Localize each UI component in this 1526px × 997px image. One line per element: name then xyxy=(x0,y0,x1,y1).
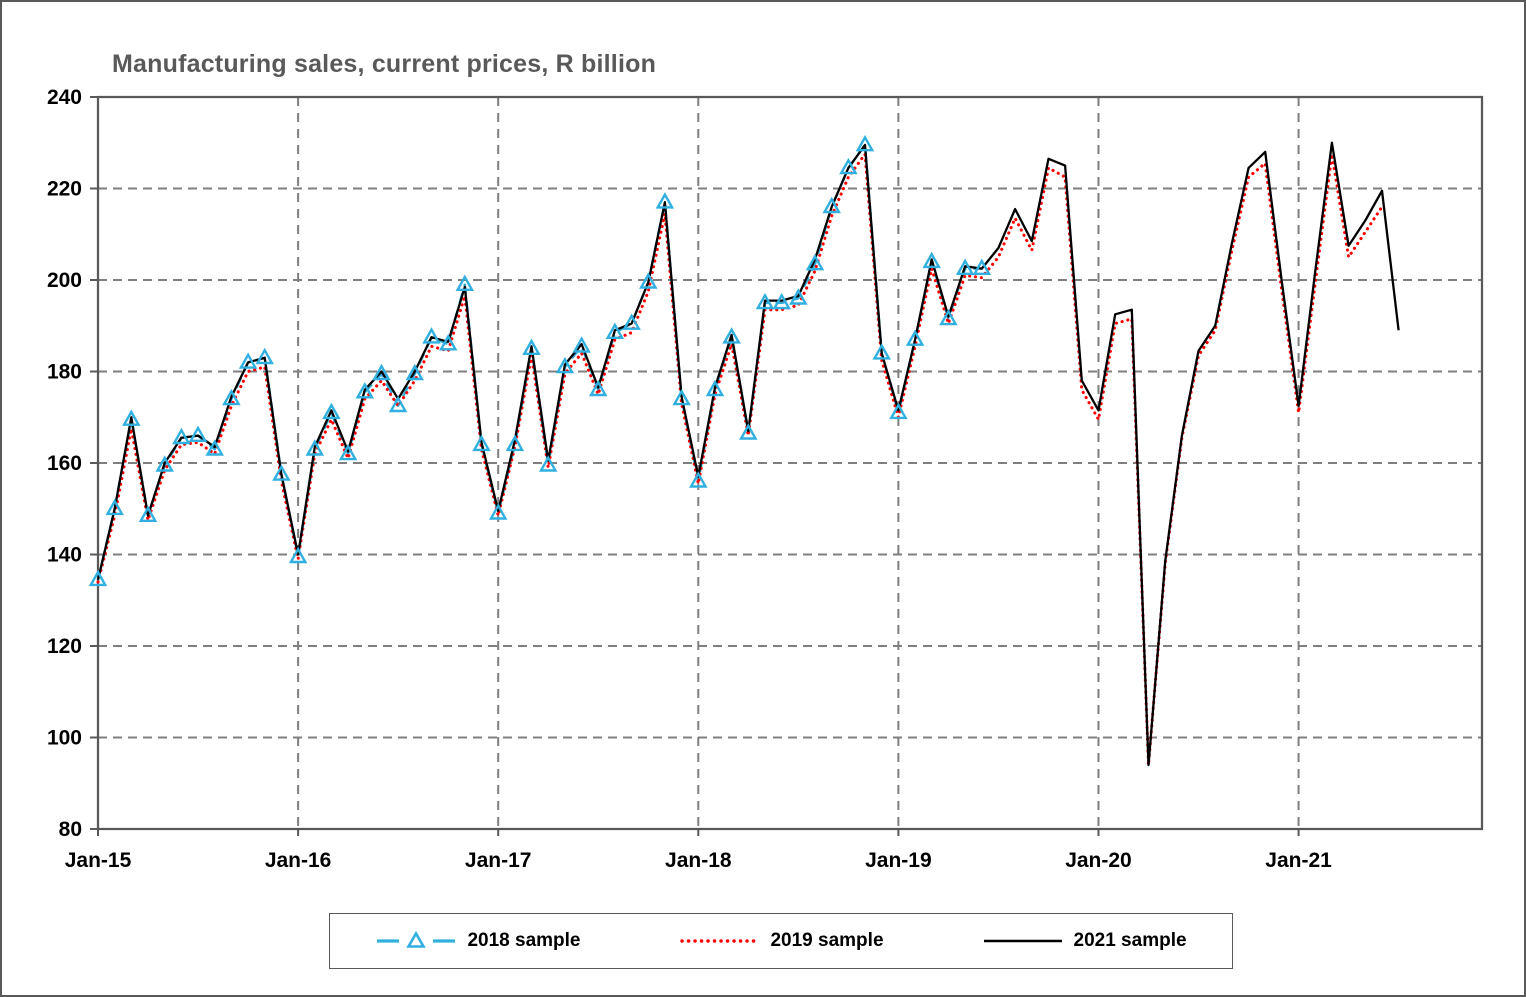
triangle-marker xyxy=(889,402,908,420)
triangle-marker xyxy=(88,569,108,587)
y-tick-label: 240 xyxy=(47,86,82,109)
triangle-marker xyxy=(238,352,258,369)
triangle-marker xyxy=(689,471,708,488)
triangle-marker xyxy=(505,434,525,452)
triangle-marker xyxy=(222,388,241,406)
legend-label: 2021 sample xyxy=(1073,930,1187,951)
x-tick-label: Jan-19 xyxy=(865,849,932,872)
triangle-marker xyxy=(905,329,925,346)
triangle-marker xyxy=(655,192,675,209)
x-tick-label: Jan-17 xyxy=(465,849,532,872)
triangle-marker xyxy=(288,546,308,564)
x-tick-label: Jan-21 xyxy=(1265,849,1332,872)
legend-swatch-solid xyxy=(983,939,1062,943)
triangle-marker xyxy=(939,308,958,326)
triangle-marker xyxy=(388,395,408,413)
series-2018-sample-markers xyxy=(88,134,992,587)
y-tick-label: 220 xyxy=(47,178,82,201)
x-tick-label: Jan-16 xyxy=(265,849,332,872)
triangle-marker xyxy=(305,439,325,456)
triangle-marker xyxy=(822,196,841,214)
triangle-marker xyxy=(488,503,508,520)
x-tick-label: Jan-15 xyxy=(65,849,132,872)
triangle-marker xyxy=(105,498,124,516)
triangle-marker xyxy=(772,292,791,310)
triangle-marker xyxy=(572,336,591,353)
triangle-marker xyxy=(805,253,825,271)
triangle-marker xyxy=(588,379,608,397)
triangle-marker xyxy=(605,322,625,339)
triangle-marker xyxy=(855,134,875,152)
triangle-marker xyxy=(705,379,725,397)
y-tick-label: 160 xyxy=(47,452,82,475)
series-2019-sample-line xyxy=(96,152,1384,767)
triangle-marker xyxy=(372,363,391,381)
triangle-marker xyxy=(922,251,941,269)
triangle-marker xyxy=(722,327,741,344)
triangle-marker xyxy=(522,338,541,355)
triangle-marker xyxy=(672,388,691,406)
triangle-marker xyxy=(155,455,174,472)
series-2018-sample-line xyxy=(96,143,982,580)
x-tick-label: Jan-18 xyxy=(665,849,732,872)
triangle-marker xyxy=(355,382,375,399)
x-tick-label: Jan-20 xyxy=(1065,849,1132,872)
triangle-marker xyxy=(639,272,658,289)
triangle-marker xyxy=(405,363,425,381)
triangle-marker xyxy=(839,157,858,175)
triangle-marker xyxy=(972,258,992,275)
series-2021-sample-line xyxy=(96,141,1400,767)
triangle-marker xyxy=(755,292,775,310)
triangle-marker xyxy=(472,434,491,452)
legend-item-2021-sample: 2021 sample xyxy=(982,929,1187,953)
triangle-marker xyxy=(188,425,208,442)
y-tick-label: 80 xyxy=(59,818,82,841)
triangle-marker xyxy=(438,333,458,351)
triangle-marker xyxy=(205,439,224,456)
y-tick-label: 100 xyxy=(47,727,82,750)
triangle-marker xyxy=(322,402,341,420)
triangle-marker xyxy=(338,443,358,461)
legend-swatch-dotted xyxy=(680,939,759,943)
triangle-marker xyxy=(622,313,641,330)
triangle-marker xyxy=(789,288,808,305)
triangle-marker xyxy=(422,327,441,344)
y-tick-label: 180 xyxy=(47,361,82,384)
triangle-marker xyxy=(739,423,758,440)
triangle-marker xyxy=(406,930,427,948)
triangle-marker xyxy=(538,455,558,472)
legend-label: 2019 sample xyxy=(770,930,884,951)
triangle-marker xyxy=(455,274,475,291)
y-tick-label: 140 xyxy=(47,544,82,567)
legend-item-2018-sample: 2018 sample xyxy=(375,929,580,953)
triangle-marker xyxy=(255,347,274,365)
legend-swatch-dashed-triangle xyxy=(377,930,456,948)
triangle-marker xyxy=(555,356,575,374)
legend-item-2019-sample: 2019 sample xyxy=(678,929,884,953)
y-tick-label: 200 xyxy=(47,269,82,292)
triangle-marker xyxy=(872,343,891,360)
legend-label: 2018 sample xyxy=(467,930,581,951)
triangle-marker xyxy=(122,409,141,426)
y-tick-label: 120 xyxy=(47,635,82,658)
triangle-marker xyxy=(172,427,191,445)
chart-legend: 2018 sample 2019 sample 2021 sample xyxy=(329,913,1233,969)
chart-title: Manufacturing sales, current prices, R b… xyxy=(112,50,657,78)
triangle-marker xyxy=(272,464,291,481)
triangle-marker xyxy=(955,258,975,275)
triangle-marker xyxy=(138,505,158,522)
